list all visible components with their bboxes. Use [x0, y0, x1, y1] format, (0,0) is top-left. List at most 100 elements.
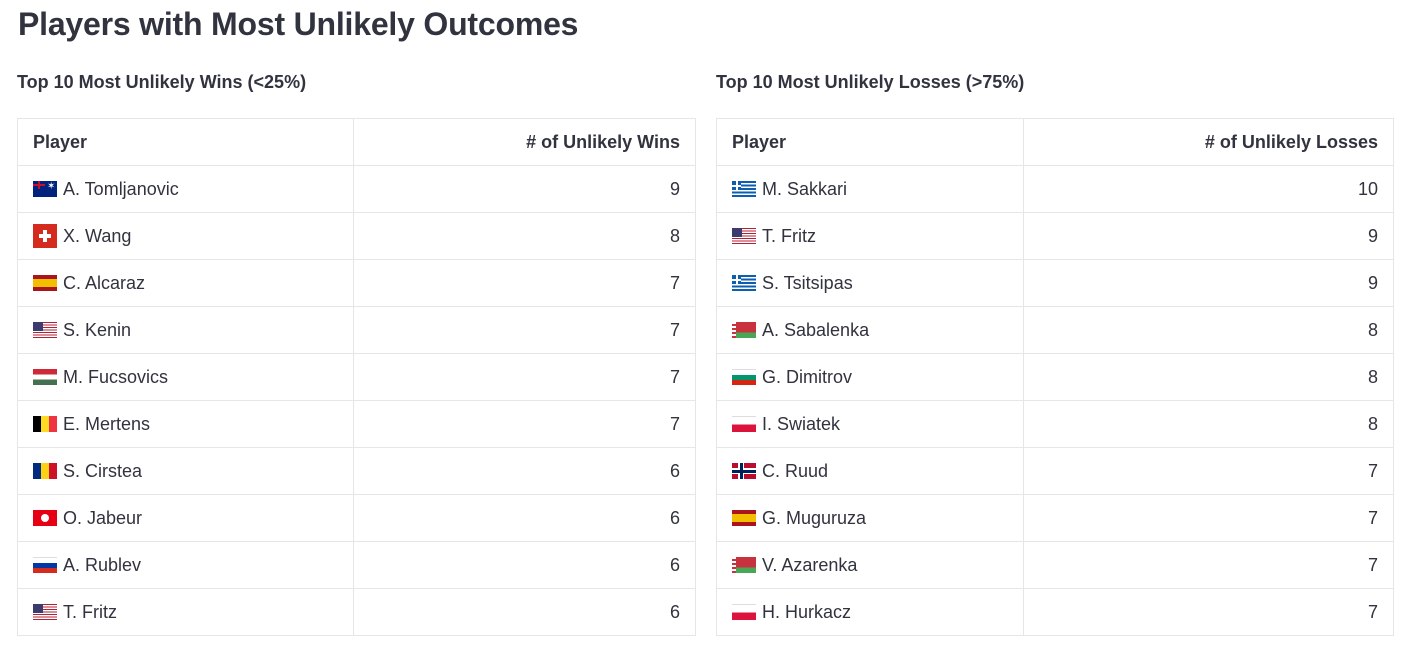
table-row: A. Rublev 6 [17, 541, 696, 589]
player-name: I. Swiatek [762, 413, 841, 434]
flag-gr-icon [732, 275, 756, 291]
table-row: T. Fritz 9 [716, 212, 1394, 260]
table-row: I. Swiatek 8 [716, 400, 1394, 448]
player-name: S. Kenin [63, 319, 132, 340]
player-cell: S. Kenin [17, 306, 354, 354]
unlikely-losses-section: Top 10 Most Unlikely Losses (>75%) Playe… [716, 70, 1394, 636]
player-name: M. Fucsovics [63, 366, 169, 387]
player-name: G. Muguruza [762, 507, 867, 528]
player-name: O. Jabeur [63, 507, 143, 528]
table-row: M. Fucsovics 7 [17, 353, 696, 401]
page-title: Players with Most Unlikely Outcomes [18, 6, 579, 42]
flag-by-icon [732, 557, 756, 573]
player-cell: G. Muguruza [716, 494, 1024, 542]
count-cell: 6 [353, 447, 696, 495]
player-cell: T. Fritz [17, 588, 354, 636]
player-cell: O. Jabeur [17, 494, 354, 542]
flag-us-icon [33, 322, 57, 338]
flag-ru-icon [33, 557, 57, 573]
player-cell: A. Sabalenka [716, 306, 1024, 354]
player-name: C. Alcaraz [63, 272, 146, 293]
player-name: M. Sakkari [762, 178, 848, 199]
player-cell: M. Sakkari [716, 165, 1024, 213]
table-row: A. Tomljanovic 9 [17, 165, 696, 213]
table-row: X. Wang 8 [17, 212, 696, 260]
count-cell: 9 [1023, 212, 1394, 260]
player-name: C. Ruud [762, 460, 829, 481]
column-header-player[interactable]: Player [17, 118, 354, 166]
player-cell: V. Azarenka [716, 541, 1024, 589]
player-name: A. Sabalenka [762, 319, 870, 340]
count-cell: 8 [1023, 306, 1394, 354]
player-name: E. Mertens [63, 413, 151, 434]
flag-ro-icon [33, 463, 57, 479]
flag-pl-icon [732, 416, 756, 432]
flag-pl-icon [732, 604, 756, 620]
count-cell: 6 [353, 494, 696, 542]
column-header-player[interactable]: Player [716, 118, 1024, 166]
flag-hu-icon [33, 369, 57, 385]
count-cell: 8 [1023, 400, 1394, 448]
flag-ch-icon [33, 224, 57, 248]
unlikely-wins-section: Top 10 Most Unlikely Wins (<25%) Player … [17, 70, 696, 636]
player-name: G. Dimitrov [762, 366, 852, 387]
count-cell: 7 [1023, 588, 1394, 636]
count-cell: 9 [353, 165, 696, 213]
flag-no-icon [732, 463, 756, 479]
flag-es-icon [33, 275, 57, 291]
player-name: S. Cirstea [63, 460, 143, 481]
table-row: V. Azarenka 7 [716, 541, 1394, 589]
player-cell: S. Tsitsipas [716, 259, 1024, 307]
player-name: X. Wang [63, 225, 132, 246]
count-cell: 7 [353, 353, 696, 401]
player-cell: S. Cirstea [17, 447, 354, 495]
count-cell: 6 [353, 541, 696, 589]
player-cell: A. Tomljanovic [17, 165, 354, 213]
player-cell: M. Fucsovics [17, 353, 354, 401]
table-row: G. Muguruza 7 [716, 494, 1394, 542]
column-header-unlikely-wins[interactable]: # of Unlikely Wins [353, 118, 696, 166]
player-cell: T. Fritz [716, 212, 1024, 260]
flag-bg-icon [732, 369, 756, 385]
player-cell: H. Hurkacz [716, 588, 1024, 636]
count-cell: 10 [1023, 165, 1394, 213]
table-row: S. Cirstea 6 [17, 447, 696, 495]
count-cell: 7 [1023, 541, 1394, 589]
flag-us-icon [33, 604, 57, 620]
count-cell: 7 [353, 306, 696, 354]
unlikely-losses-heading: Top 10 Most Unlikely Losses (>75%) [716, 72, 1025, 92]
unlikely-losses-table: Player # of Unlikely Losses M. Sakkari 10… [716, 118, 1394, 636]
flag-es-icon [732, 510, 756, 526]
player-name: T. Fritz [762, 225, 816, 246]
table-row: O. Jabeur 6 [17, 494, 696, 542]
player-name: V. Azarenka [762, 554, 858, 575]
count-cell: 6 [353, 588, 696, 636]
count-cell: 7 [353, 259, 696, 307]
unlikely-wins-heading: Top 10 Most Unlikely Wins (<25%) [17, 72, 307, 92]
table-row: T. Fritz 6 [17, 588, 696, 636]
table-row: A. Sabalenka 8 [716, 306, 1394, 354]
count-cell: 9 [1023, 259, 1394, 307]
table-row: G. Dimitrov 8 [716, 353, 1394, 401]
player-name: T. Fritz [63, 601, 117, 622]
count-cell: 7 [1023, 447, 1394, 495]
table-row: S. Tsitsipas 9 [716, 259, 1394, 307]
flag-by-icon [732, 322, 756, 338]
flag-tn-icon [33, 510, 57, 526]
column-header-unlikely-losses[interactable]: # of Unlikely Losses [1023, 118, 1394, 166]
player-name: H. Hurkacz [762, 601, 852, 622]
table-row: S. Kenin 7 [17, 306, 696, 354]
flag-be-icon [33, 416, 57, 432]
player-cell: I. Swiatek [716, 400, 1024, 448]
table-row: M. Sakkari 10 [716, 165, 1394, 213]
player-cell: A. Rublev [17, 541, 354, 589]
table-row: H. Hurkacz 7 [716, 588, 1394, 636]
count-cell: 8 [1023, 353, 1394, 401]
table-row: C. Alcaraz 7 [17, 259, 696, 307]
table-row: E. Mertens 7 [17, 400, 696, 448]
table-header-row: Player # of Unlikely Wins [17, 118, 696, 166]
player-cell: C. Alcaraz [17, 259, 354, 307]
player-name: A. Tomljanovic [63, 178, 179, 199]
count-cell: 7 [353, 400, 696, 448]
